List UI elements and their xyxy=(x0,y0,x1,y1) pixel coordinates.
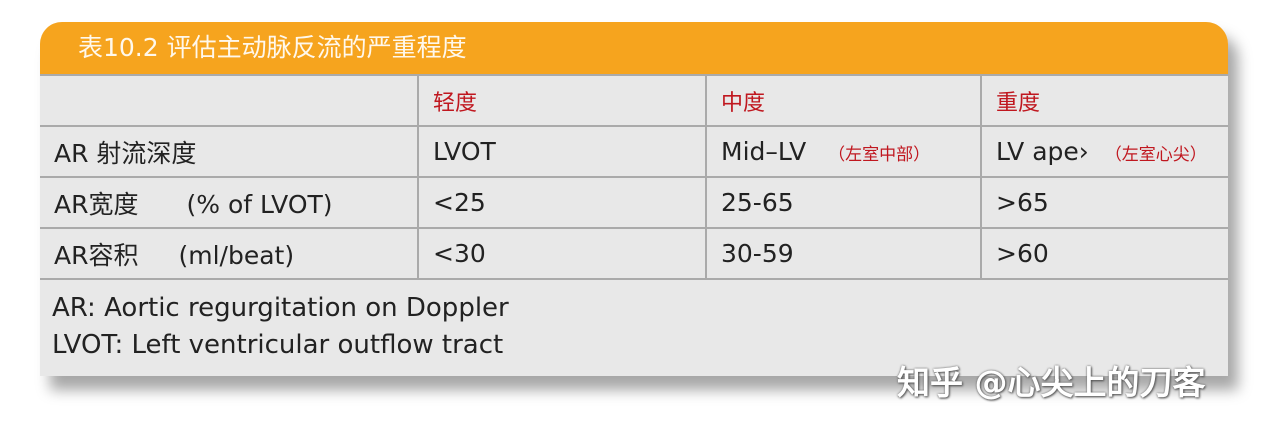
row-label: AR容积 (ml/beat) xyxy=(40,227,419,280)
header-cell-severe: 重度 xyxy=(980,76,1228,127)
table-cell: >65 xyxy=(980,176,1228,229)
row-label-text: AR容积 xyxy=(54,240,139,270)
cell-note: （左室中部） xyxy=(828,145,931,165)
table-row: AR 射流深度 LVOT Mid–LV （左室中部） LV ape› （左室心尖） xyxy=(40,125,1228,178)
footnote: AR: Aortic regurgitation on Doppler xyxy=(52,293,509,323)
cell-value: LVOT xyxy=(433,137,496,166)
row-label: AR 射流深度 xyxy=(40,125,419,178)
table-footnotes: AR: Aortic regurgitation on Doppler LVOT… xyxy=(40,280,1228,364)
row-unit: (% of LVOT) xyxy=(186,189,333,219)
cell-value: Mid–LV xyxy=(721,137,807,166)
severity-table-card: 表10.2 评估主动脉反流的严重程度 轻度 中度 重度 AR 射流深度 LVOT… xyxy=(40,22,1228,376)
table-row: AR宽度 (% of LVOT) <25 25-65 >65 xyxy=(40,176,1228,229)
header-cell-moderate: 中度 xyxy=(705,76,982,127)
table-cell: LVOT xyxy=(417,125,707,178)
header-cell-empty xyxy=(40,76,419,127)
watermark: 知乎 @心尖上的刀客 xyxy=(897,363,1206,402)
row-label-text: AR宽度 xyxy=(54,189,139,219)
cell-note: （左室心尖） xyxy=(1104,145,1207,165)
header-cell-mild: 轻度 xyxy=(417,76,707,127)
row-unit: (ml/beat) xyxy=(178,240,295,270)
row-label: AR宽度 (% of LVOT) xyxy=(40,176,419,229)
table-cell: <25 xyxy=(417,176,707,229)
severity-table: 轻度 中度 重度 AR 射流深度 LVOT Mid–LV （左室中部） LV ap… xyxy=(40,76,1228,280)
table-cell: >60 xyxy=(980,227,1228,280)
footnote: LVOT: Left ventricular outflow tract xyxy=(52,330,504,360)
table-cell: <30 xyxy=(417,227,707,280)
header-row: 轻度 中度 重度 xyxy=(40,76,1228,127)
cell-value: LV ape› xyxy=(996,137,1089,166)
table-cell: 25-65 xyxy=(705,176,982,229)
row-label-text: AR 射流深度 xyxy=(54,138,197,168)
table-row: AR容积 (ml/beat) <30 30-59 >60 xyxy=(40,227,1228,280)
table-cell: 30-59 xyxy=(705,227,982,280)
table-cell: LV ape› （左室心尖） xyxy=(980,125,1228,178)
table-cell: Mid–LV （左室中部） xyxy=(705,125,982,178)
table-title: 表10.2 评估主动脉反流的严重程度 xyxy=(40,22,1228,76)
